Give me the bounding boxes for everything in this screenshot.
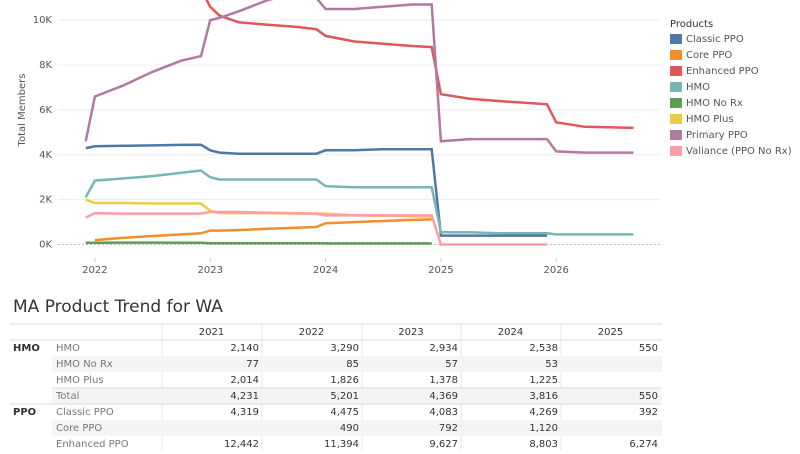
series-line — [85, 210, 547, 246]
table-cell: 1,120 — [529, 423, 558, 434]
legend-swatch — [670, 66, 682, 76]
row-band — [52, 420, 662, 436]
column-header: 2024 — [498, 327, 523, 338]
table-cell: 2,538 — [529, 343, 558, 354]
table-cell: 1,378 — [429, 375, 458, 386]
table-cell: 4,231 — [230, 391, 259, 402]
table-cell: 8,803 — [529, 439, 558, 450]
table-cell: 77 — [246, 359, 259, 370]
table-cell: 6,274 — [629, 439, 658, 450]
row-label: Enhanced PPO — [56, 439, 129, 450]
table-cell: 392 — [639, 407, 658, 418]
series-line — [205, 0, 634, 130]
table-cell: 2,934 — [429, 343, 458, 354]
y-tick-label: 0K — [39, 240, 52, 251]
legend-swatch — [670, 50, 682, 60]
table-cell: 3,816 — [529, 391, 558, 402]
legend-label: Valiance (PPO No Rx) — [686, 146, 792, 157]
group-label: HMO — [13, 343, 40, 354]
row-label: Total — [55, 391, 79, 402]
y-tick-label: 4K — [39, 150, 52, 161]
table-title: MA Product Trend for WA — [13, 297, 223, 317]
legend-title: Products — [670, 19, 713, 30]
x-tick-label: 2026 — [543, 265, 568, 276]
series-line — [94, 218, 432, 242]
legend-label: HMO Plus — [686, 114, 734, 125]
column-header: 2025 — [598, 327, 623, 338]
series-line — [84, 169, 634, 236]
row-label: Classic PPO — [56, 407, 114, 418]
row-band — [52, 388, 662, 404]
series-line — [85, 241, 432, 245]
x-tick-label: 2023 — [198, 265, 223, 276]
y-tick-label: 8K — [39, 60, 52, 71]
table-cell: 792 — [439, 423, 458, 434]
legend-swatch — [670, 34, 682, 44]
legend-label: HMO No Rx — [686, 98, 743, 109]
table-cell: 53 — [545, 359, 558, 370]
table-cell: 1,225 — [529, 375, 558, 386]
table-cell: 1,826 — [330, 375, 359, 386]
y-axis-label: Total Members — [17, 74, 28, 148]
legend-swatch — [670, 130, 682, 140]
group-label: PPO — [13, 407, 36, 418]
row-band — [52, 356, 662, 372]
table-cell: 4,369 — [429, 391, 458, 402]
table-cell: 11,394 — [324, 439, 359, 450]
row-label: HMO No Rx — [56, 359, 113, 370]
legend-label: HMO — [686, 82, 710, 93]
row-label: HMO Plus — [56, 375, 104, 386]
table-cell: 12,442 — [224, 439, 259, 450]
row-label: HMO — [56, 343, 80, 354]
column-header: 2021 — [199, 327, 224, 338]
y-tick-label: 10K — [33, 15, 53, 26]
legend-label: Enhanced PPO — [686, 66, 759, 77]
x-tick-label: 2025 — [428, 265, 453, 276]
table-cell: 9,627 — [429, 439, 458, 450]
table-cell: 57 — [445, 359, 458, 370]
legend-label: Primary PPO — [686, 130, 748, 141]
row-label: Core PPO — [56, 423, 102, 434]
table-cell: 550 — [639, 343, 658, 354]
y-tick-label: 6K — [39, 105, 52, 116]
table-cell: 3,290 — [330, 343, 359, 354]
table-cell: 85 — [346, 359, 359, 370]
column-header: 2023 — [398, 327, 423, 338]
table-cell: 4,475 — [330, 407, 359, 418]
series-line — [85, 143, 547, 237]
table-cell: 5,201 — [330, 391, 359, 402]
table-cell: 490 — [340, 423, 359, 434]
y-tick-label: 2K — [39, 195, 52, 206]
column-header: 2022 — [299, 327, 324, 338]
table-cell: 2,014 — [230, 375, 259, 386]
legend-label: Core PPO — [686, 50, 732, 61]
x-tick-label: 2024 — [313, 265, 338, 276]
table-cell: 2,140 — [230, 343, 259, 354]
legend-swatch — [670, 114, 682, 124]
table-cell: 4,269 — [529, 407, 558, 418]
table-cell: 4,083 — [429, 407, 458, 418]
legend-swatch — [670, 82, 682, 92]
legend-label: Classic PPO — [686, 34, 744, 45]
legend-swatch — [670, 98, 682, 108]
legend-swatch — [670, 146, 682, 156]
series-line — [84, 0, 634, 154]
x-tick-label: 2022 — [82, 265, 107, 276]
table-cell: 550 — [639, 391, 658, 402]
table-cell: 4,319 — [230, 407, 259, 418]
